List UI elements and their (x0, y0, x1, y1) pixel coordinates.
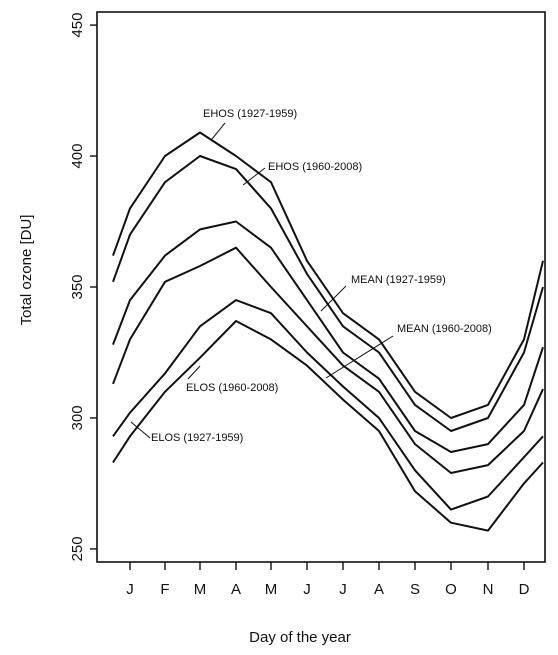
y-tick-label: 400 (69, 144, 86, 169)
x-tick-label: S (410, 581, 420, 598)
x-tick-label: J (303, 581, 311, 598)
x-tick-label: N (483, 581, 494, 598)
annotation-leader (130, 421, 151, 439)
annotation-leader (325, 335, 394, 379)
y-tick-label: 250 (69, 536, 86, 561)
series-line-6 (112, 320, 544, 532)
annotation-label: MEAN (1960-2008) (397, 323, 492, 335)
x-tick-label: M (194, 581, 207, 598)
x-tick-label: J (339, 581, 347, 598)
x-tick-label: A (374, 581, 384, 598)
plot-frame (96, 11, 546, 563)
plot-border (96, 11, 546, 563)
annotation-label: ELOS (1960-2008) (186, 382, 278, 394)
annotation-label: MEAN (1927-1959) (351, 274, 446, 286)
annotation-leader (242, 167, 266, 186)
y-tick-label: 300 (69, 405, 86, 430)
x-tick-label: F (160, 581, 169, 598)
annotation-layer: EHOS (1927-1959) EHOS (1960-2008) MEAN (19… (130, 108, 492, 444)
y-axis-title: Total ozone [DU] (18, 215, 35, 326)
y-axis: 250 300 350 400 450 (69, 13, 97, 561)
y-tick-label: 450 (69, 13, 86, 38)
x-axis-title: Day of the year (249, 629, 351, 646)
annotation-leader (187, 365, 201, 380)
series-line-1 (112, 131, 544, 419)
x-tick-label: D (519, 581, 530, 598)
series-line-5 (112, 299, 544, 511)
x-tick-label: O (445, 581, 457, 598)
series-line-4 (112, 246, 544, 474)
series-layer (112, 131, 544, 532)
y-tick-label: 350 (69, 274, 86, 299)
x-tick-label: J (126, 581, 134, 598)
annotation-leader (320, 285, 347, 312)
x-tick-label: M (265, 581, 278, 598)
series-line-3 (112, 220, 544, 453)
annotation-label: EHOS (1960-2008) (268, 161, 362, 173)
annotation-label: ELOS (1927-1959) (151, 432, 243, 444)
series-line-2 (112, 155, 544, 432)
x-tick-label: A (231, 581, 241, 598)
annotation-label: EHOS (1927-1959) (203, 108, 297, 120)
annotation-leader (211, 122, 226, 140)
